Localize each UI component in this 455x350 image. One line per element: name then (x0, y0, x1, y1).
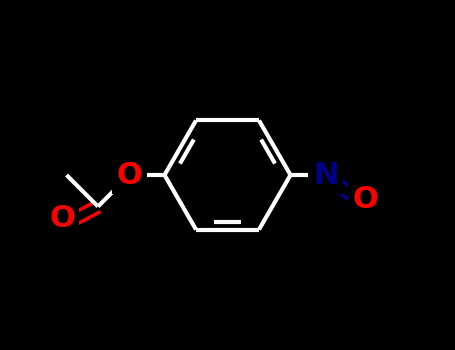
Text: O: O (116, 161, 142, 189)
Text: N: N (313, 161, 338, 189)
Text: O: O (352, 185, 378, 214)
Text: O: O (49, 204, 75, 233)
